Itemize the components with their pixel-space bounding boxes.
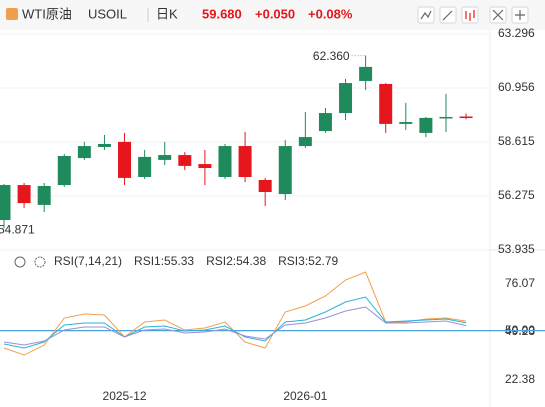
rsi-line <box>3 306 467 346</box>
legend-entry: RSI1:55.33 <box>134 254 194 268</box>
symbol-icon <box>6 8 18 20</box>
tool-icon <box>515 10 525 20</box>
y-tick-label: 63.296 <box>498 26 535 40</box>
candle-body <box>37 185 51 205</box>
candle-body <box>138 156 152 177</box>
y-tick-label: 53.935 <box>498 242 535 256</box>
candle-body <box>238 146 252 177</box>
candle-body <box>379 83 393 124</box>
annotation: 62.360 <box>313 49 350 63</box>
x-tick-label: 2026-01 <box>283 389 327 403</box>
candle-body <box>178 155 192 166</box>
candle-body <box>278 146 292 195</box>
candle-body <box>419 117 433 133</box>
candle-body <box>459 116 473 119</box>
candle-body <box>439 116 453 119</box>
y-tick-label: 50.00 <box>505 323 535 337</box>
indicator-title: RSI(7,14,21) <box>54 254 122 268</box>
change-pct: +0.08% <box>308 6 353 21</box>
tool-icon <box>492 9 504 21</box>
settings-icon[interactable] <box>34 256 46 268</box>
candle-body <box>0 185 11 221</box>
y-tick-label: 76.07 <box>505 276 535 290</box>
candle-body <box>198 164 212 168</box>
candle-body <box>258 179 272 192</box>
eye-icon[interactable] <box>14 256 26 268</box>
legend-entry: RSI3:52.79 <box>278 254 338 268</box>
candle-body <box>158 155 172 160</box>
annotation: 54.871 <box>0 223 35 237</box>
candle-body <box>97 143 111 147</box>
legend-entry: RSI2:54.38 <box>206 254 266 268</box>
candle-body <box>118 141 132 178</box>
candle-body <box>339 83 353 114</box>
price: 59.680 <box>202 6 242 21</box>
y-tick-label: 58.615 <box>498 134 535 148</box>
tool-icon <box>442 10 453 21</box>
candle-body <box>359 66 373 81</box>
candle-body <box>218 146 232 177</box>
tool-icon <box>420 10 432 20</box>
x-tick-label: 2025-12 <box>103 389 147 403</box>
symbol-name[interactable]: WTI原油 <box>22 6 72 21</box>
candle-body <box>399 122 413 124</box>
candle-body <box>57 155 71 186</box>
candle-body <box>298 137 312 147</box>
y-tick-label: 60.956 <box>498 80 535 94</box>
symbol-code[interactable]: USOIL <box>88 6 127 21</box>
candle-body <box>77 146 91 159</box>
tool-icon <box>465 10 475 21</box>
period[interactable]: 日K <box>156 6 178 21</box>
y-tick-label: 56.275 <box>498 188 535 202</box>
rsi-line <box>3 296 467 349</box>
change: +0.050 <box>255 6 295 21</box>
candle-body <box>17 185 31 204</box>
candle-body <box>318 113 332 132</box>
y-tick-label: 22.38 <box>505 372 535 386</box>
